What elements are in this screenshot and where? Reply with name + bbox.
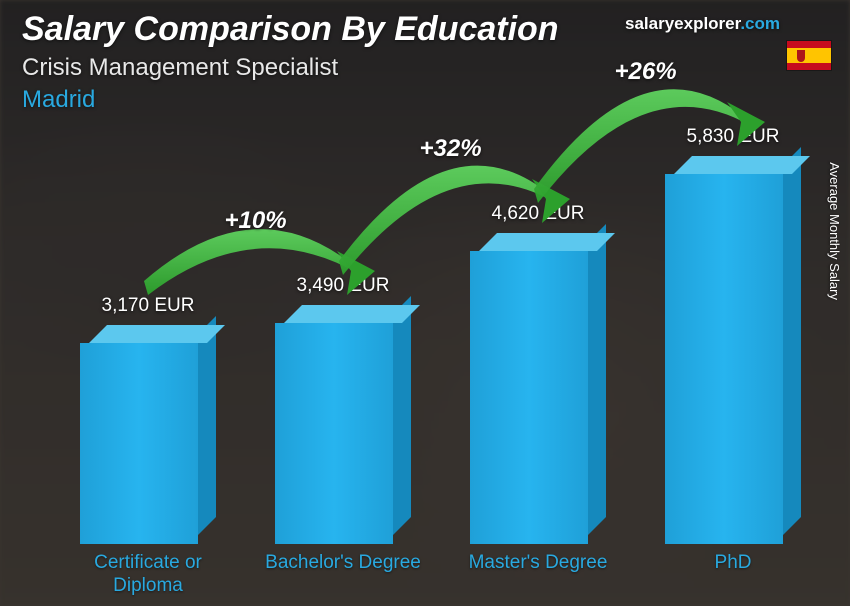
increase-percent-label: +32% bbox=[420, 135, 482, 163]
bar-category-label: PhD bbox=[643, 552, 823, 575]
brand-tld: .com bbox=[740, 14, 780, 33]
spain-flag-icon bbox=[786, 40, 832, 71]
bar-3d bbox=[80, 325, 216, 544]
infographic: Salary Comparison By Education Crisis Ma… bbox=[0, 0, 850, 606]
bar-category-label: Certificate or Diploma bbox=[58, 552, 238, 598]
location-label: Madrid bbox=[22, 86, 95, 114]
bar-value-label: 4,620 EUR bbox=[492, 203, 585, 225]
bar-value-label: 5,830 EUR bbox=[687, 126, 780, 148]
bar-3d bbox=[665, 156, 801, 544]
bar-category-label: Bachelor's Degree bbox=[253, 552, 433, 575]
y-axis-label: Average Monthly Salary bbox=[827, 162, 842, 300]
brand-watermark: salaryexplorer.com bbox=[625, 14, 780, 34]
bar-value-label: 3,490 EUR bbox=[297, 275, 390, 297]
increase-percent-label: +26% bbox=[615, 58, 677, 86]
page-title: Salary Comparison By Education bbox=[22, 10, 559, 49]
salary-bar-chart: 3,170 EURCertificate or Diploma3,490 EUR… bbox=[40, 124, 810, 544]
increase-percent-label: +10% bbox=[225, 207, 287, 235]
brand-name: salaryexplorer bbox=[625, 14, 740, 33]
bar-value-label: 3,170 EUR bbox=[102, 295, 195, 317]
job-title: Crisis Management Specialist bbox=[22, 54, 338, 82]
bar-category-label: Master's Degree bbox=[448, 552, 628, 575]
bar-3d bbox=[275, 305, 411, 544]
bar-3d bbox=[470, 233, 606, 544]
